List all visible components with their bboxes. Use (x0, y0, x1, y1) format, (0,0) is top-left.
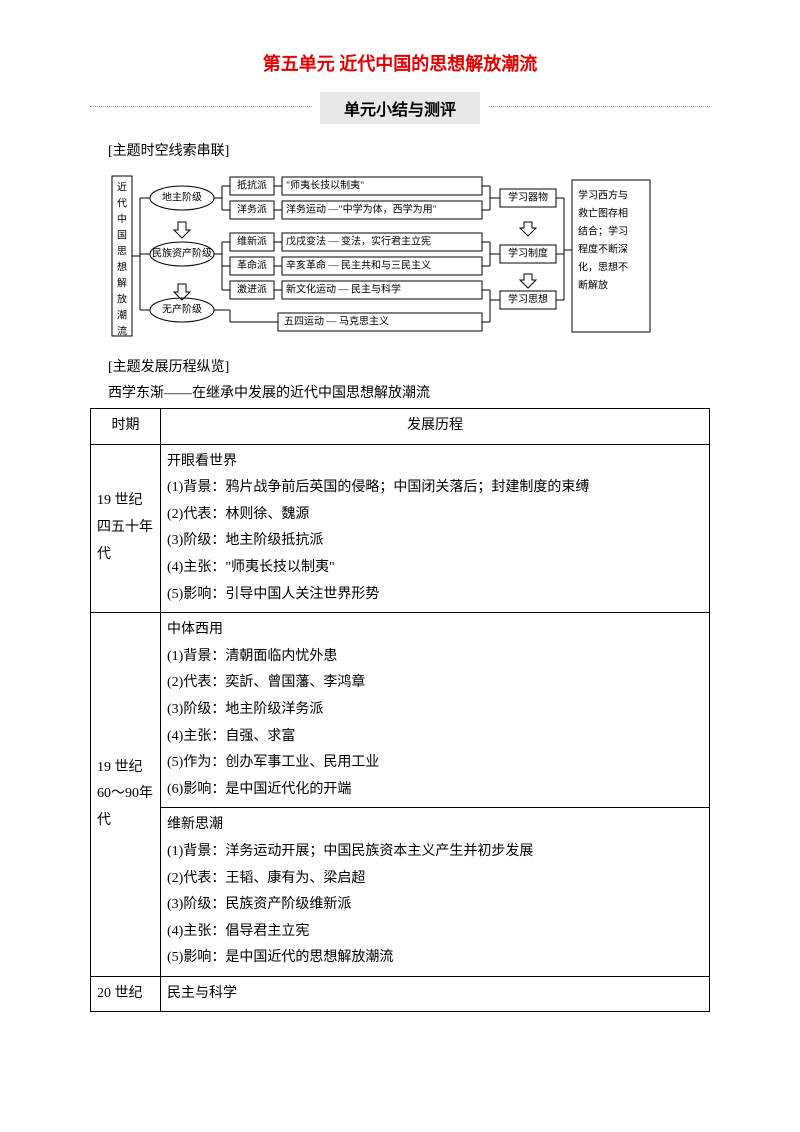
svg-text:民族资产阶级: 民族资产阶级 (152, 246, 212, 259)
svg-text:断解放: 断解放 (578, 278, 608, 291)
svg-text:革命派: 革命派 (237, 258, 267, 271)
period-cell: 19 世纪四五十年代 (91, 444, 161, 613)
svg-text:解: 解 (117, 276, 127, 289)
section-banner: 单元小结与测评 (90, 92, 710, 122)
block-item: (2)代表：林则徐、魏源 (167, 502, 703, 529)
svg-text:"师夷长技以制夷": "师夷长技以制夷" (286, 178, 364, 191)
svg-text:学习器物: 学习器物 (508, 190, 548, 203)
intro-line: 西学东渐——在继承中发展的近代中国思想解放潮流 (108, 382, 710, 402)
svg-text:无产阶级: 无产阶级 (162, 302, 202, 315)
svg-text:救亡图存相: 救亡图存相 (578, 206, 628, 219)
svg-text:抵抗派: 抵抗派 (237, 178, 267, 191)
content-cell: 中体西用(1)背景：清朝面临内忧外患(2)代表：奕訢、曾国藩、李鸿章(3)阶级：… (161, 613, 710, 808)
subheader-2: [主题发展历程纵览] (108, 356, 710, 376)
banner-text: 单元小结与测评 (320, 92, 480, 124)
svg-text:洋务运动 —"中学为体，西学为用": 洋务运动 —"中学为体，西学为用" (286, 202, 437, 215)
svg-text:地主阶级: 地主阶级 (162, 190, 202, 203)
banner-text-wrap: 单元小结与测评 (312, 92, 488, 124)
block-item: (1)背景：鸦片战争前后英国的侵略；中国闭关落后；封建制度的束缚 (167, 475, 703, 502)
content-cell: 开眼看世界(1)背景：鸦片战争前后英国的侵略；中国闭关落后；封建制度的束缚(2)… (161, 444, 710, 613)
svg-text:国: 国 (117, 229, 127, 241)
svg-text:想: 想 (117, 260, 127, 273)
block-heading: 民主与科学 (167, 981, 703, 1008)
table-row: 19 世纪60～90年代中体西用(1)背景：清朝面临内忧外患(2)代表：奕訢、曾… (91, 613, 710, 808)
svg-text:结合；学习: 结合；学习 (578, 224, 628, 237)
table-row: 19 世纪四五十年代开眼看世界(1)背景：鸦片战争前后英国的侵略；中国闭关落后；… (91, 444, 710, 613)
block-item: (5)作为：创办军事工业、民用工业 (167, 750, 703, 777)
th-content: 发展历程 (161, 409, 710, 445)
block-item: (5)影响：引导中国人关注世界形势 (167, 582, 703, 609)
svg-text:辛亥革命 — 民主共和与三民主义: 辛亥革命 — 民主共和与三民主义 (286, 258, 431, 271)
period-cell: 19 世纪60～90年代 (91, 613, 161, 977)
svg-text:学习思想: 学习思想 (508, 292, 548, 305)
block-item: (4)主张："师夷长技以制夷" (167, 555, 703, 582)
svg-text:程度不断深: 程度不断深 (578, 242, 628, 255)
block-item: (2)代表：王韬、康有为、梁启超 (167, 866, 703, 893)
block-item: (4)主张：自强、求富 (167, 724, 703, 751)
svg-text:近: 近 (117, 180, 127, 193)
svg-text:激进派: 激进派 (237, 282, 267, 295)
block-item: (2)代表：奕訢、曾国藩、李鸿章 (167, 670, 703, 697)
block-item: (1)背景：清朝面临内忧外患 (167, 644, 703, 671)
block-heading: 维新思潮 (167, 812, 703, 839)
svg-text:流: 流 (117, 324, 127, 337)
svg-text:代: 代 (117, 197, 127, 209)
block-item: (6)影响：是中国近代化的开端 (167, 777, 703, 804)
th-period: 时期 (91, 409, 161, 445)
content-cell: 民主与科学 (161, 976, 710, 1012)
period-cell: 20 世纪 (91, 976, 161, 1012)
svg-text:洋务派: 洋务派 (237, 202, 267, 215)
svg-text:放: 放 (117, 292, 127, 305)
table-row: 维新思潮(1)背景：洋务运动开展；中国民族资本主义产生并初步发展(2)代表：王韬… (91, 808, 710, 977)
block-heading: 开眼看世界 (167, 449, 703, 476)
block-item: (4)主张：倡导君主立宪 (167, 919, 703, 946)
history-table: 时期 发展历程 19 世纪四五十年代开眼看世界(1)背景：鸦片战争前后英国的侵略… (90, 408, 710, 1012)
page-title: 第五单元 近代中国的思想解放潮流 (90, 50, 710, 76)
block-item: (3)阶级：地主阶级抵抗派 (167, 528, 703, 555)
flowchart-svg: 近代中国思想解放潮流 地主阶级民族资产阶级无产阶级 抵抗派 "师夷长技以制夷" 洋务派 洋… (110, 166, 690, 346)
svg-text:戊戌变法 — 变法，实行君主立宪: 戊戌变法 — 变法，实行君主立宪 (286, 234, 431, 247)
svg-text:思: 思 (117, 245, 127, 257)
svg-text:中: 中 (117, 212, 127, 225)
block-item: (1)背景：洋务运动开展；中国民族资本主义产生并初步发展 (167, 839, 703, 866)
table-row: 20 世纪民主与科学 (91, 976, 710, 1012)
svg-text:维新派: 维新派 (237, 234, 267, 247)
svg-text:学习西方与: 学习西方与 (578, 188, 628, 201)
svg-text:潮: 潮 (117, 308, 127, 321)
svg-text:化，思想不: 化，思想不 (578, 260, 628, 273)
diagram: 近代中国思想解放潮流 地主阶级民族资产阶级无产阶级 抵抗派 "师夷长技以制夷" 洋务派 洋… (90, 166, 710, 346)
block-item: (3)阶级：民族资产阶级维新派 (167, 892, 703, 919)
block-item: (5)影响：是中国近代的思想解放潮流 (167, 945, 703, 972)
svg-text:五四运动 — 马克思主义: 五四运动 — 马克思主义 (284, 315, 389, 327)
subheader-1: [主题时空线索串联] (108, 140, 710, 160)
content-cell: 维新思潮(1)背景：洋务运动开展；中国民族资本主义产生并初步发展(2)代表：王韬… (161, 808, 710, 977)
svg-text:学习制度: 学习制度 (508, 246, 548, 259)
svg-text:新文化运动 — 民主与科学: 新文化运动 — 民主与科学 (286, 282, 401, 295)
block-heading: 中体西用 (167, 617, 703, 644)
block-item: (3)阶级：地主阶级洋务派 (167, 697, 703, 724)
